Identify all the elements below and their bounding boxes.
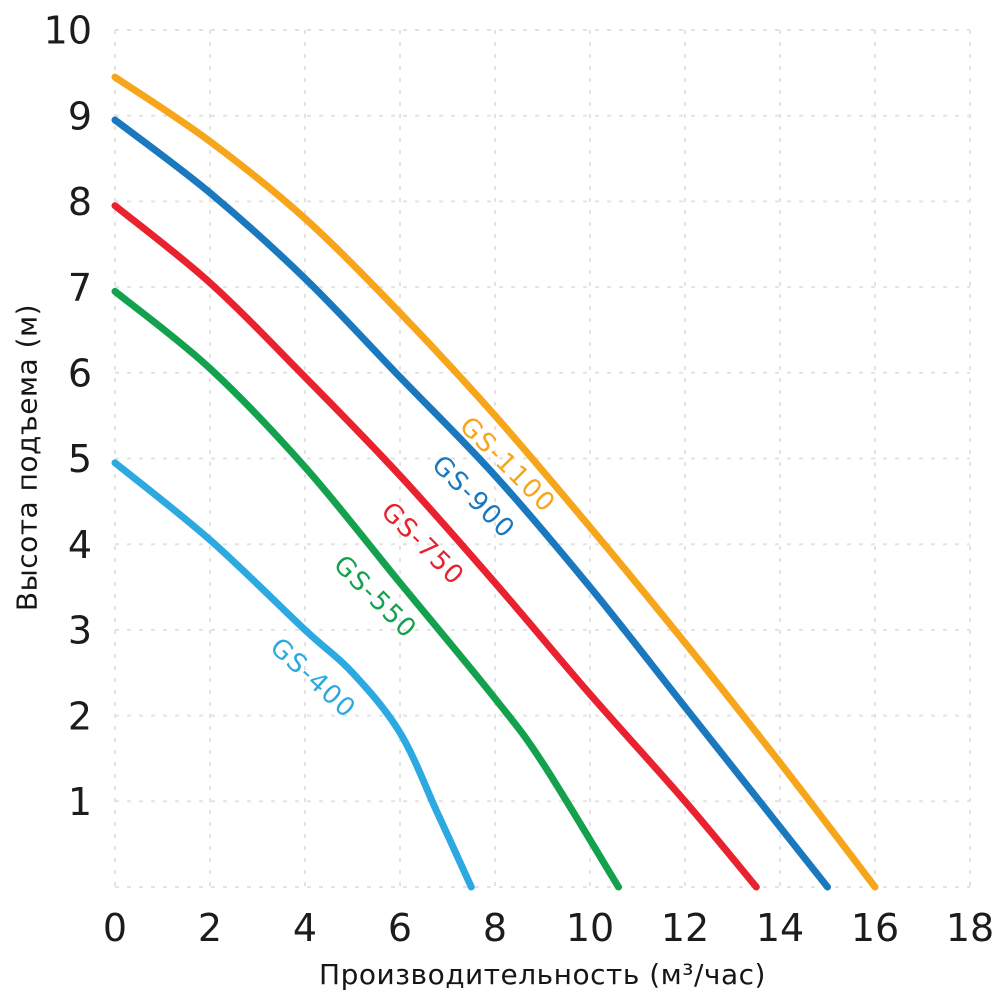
x-tick-label: 8 (483, 906, 507, 950)
y-tick-label: 4 (68, 523, 92, 567)
y-tick-label: 2 (68, 694, 92, 738)
x-tick-label: 12 (661, 906, 709, 950)
y-tick-label: 6 (68, 351, 92, 395)
y-tick-label: 3 (68, 609, 92, 653)
x-axis-title: Производительность (м³/час) (319, 958, 766, 991)
curve-GS-400 (111, 459, 475, 891)
y-tick-label: 10 (44, 9, 92, 53)
curve-GS-900 (111, 116, 831, 891)
y-tick-label: 5 (68, 437, 92, 481)
x-tick-label: 10 (566, 906, 614, 950)
curve-GS-750 (111, 202, 760, 891)
x-tick-label: 14 (756, 906, 804, 950)
curve-label-GS-400: GS-400 (264, 632, 362, 724)
x-tick-label: 4 (293, 906, 317, 950)
curve-label-GS-750: GS-750 (375, 497, 470, 592)
y-tick-label: 1 (68, 780, 92, 824)
y-tick-label: 9 (68, 94, 92, 138)
x-tick-label: 0 (103, 906, 127, 950)
x-tick-label: 6 (388, 906, 412, 950)
x-tick-label: 2 (198, 906, 222, 950)
x-tick-label: 16 (851, 906, 899, 950)
x-tick-label: 18 (946, 906, 994, 950)
y-tick-label: 7 (68, 266, 92, 310)
y-axis-title: Высота подъема (м) (10, 303, 44, 612)
curve-GS-550 (111, 287, 622, 891)
curve-GS-1100 (111, 73, 879, 891)
y-tick-label: 8 (68, 180, 92, 224)
